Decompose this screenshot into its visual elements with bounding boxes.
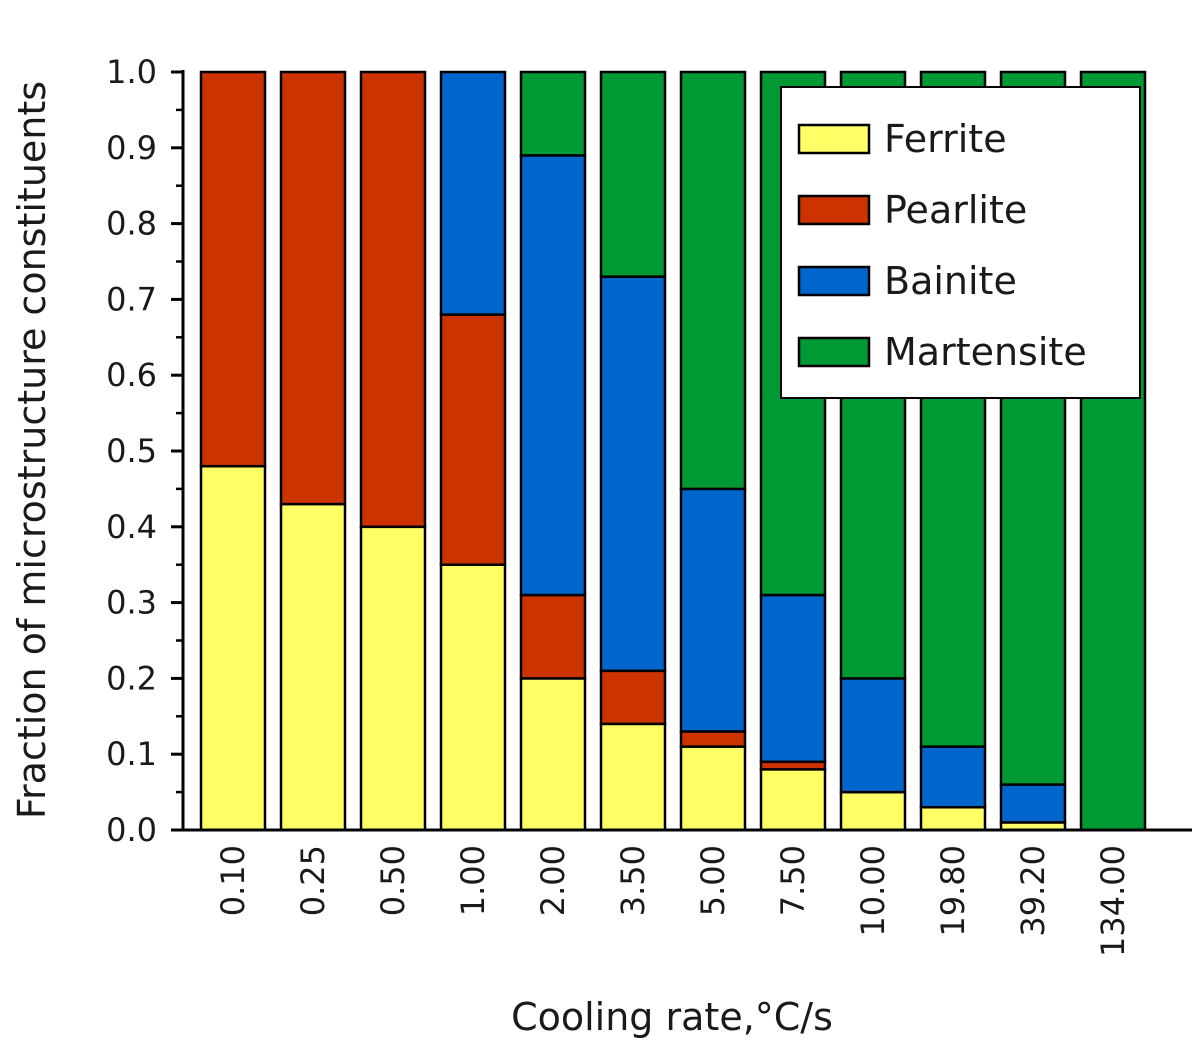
- y-tick-label: 0.6: [106, 356, 157, 394]
- x-tick-label: 1.00: [454, 845, 492, 916]
- bar-segment-bainite-5: [599, 275, 667, 673]
- legend-swatch-ferrite: [797, 123, 871, 155]
- bar-segment-ferrite-8: [839, 790, 907, 832]
- bars-layer: [199, 70, 1147, 832]
- y-tick-label: 0.4: [106, 508, 157, 546]
- bar-segment-martensite-5: [599, 70, 667, 278]
- y-tick-label: 0.8: [106, 205, 157, 243]
- bar-segment-pearlite-5: [599, 669, 667, 726]
- bar-segment-martensite-4: [519, 70, 587, 157]
- legend: Ferrite Pearlite Bainite Martensite: [780, 86, 1141, 399]
- x-tick-label: 39.20: [1014, 845, 1052, 937]
- bar-segment-ferrite-1: [279, 502, 347, 832]
- bar-segment-pearlite-0: [199, 70, 267, 468]
- y-tick-label: 0.5: [106, 432, 157, 470]
- x-tick-label: 7.50: [774, 845, 812, 916]
- y-tick-label: 0.9: [106, 129, 157, 167]
- bar-segment-pearlite-1: [279, 70, 347, 506]
- y-tick-label: 1.0: [106, 53, 157, 91]
- bar-segment-pearlite-2: [359, 70, 427, 529]
- bar-segment-ferrite-5: [599, 722, 667, 832]
- bar-segment-martensite-6: [679, 70, 747, 491]
- bar-segment-pearlite-6: [679, 730, 747, 748]
- bar-segment-bainite-3: [439, 70, 507, 316]
- x-tick-labels: 0.10 0.25 0.50 1.00 2.00 3.50 5.00 7.50 10.00 19.…: [214, 845, 1132, 957]
- bar-segment-bainite-8: [839, 677, 907, 794]
- x-tick-label: 0.10: [214, 845, 252, 916]
- bar-segment-bainite-10: [999, 783, 1067, 824]
- y-tick-label: 0.0: [106, 811, 157, 849]
- legend-label-martensite: Martensite: [884, 330, 1087, 374]
- x-tick-label: 19.80: [934, 845, 972, 937]
- y-tick-label: 0.3: [106, 584, 157, 622]
- x-tick-label: 0.50: [374, 845, 412, 916]
- legend-swatch-bainite: [797, 265, 871, 297]
- legend-label-bainite: Bainite: [884, 259, 1017, 303]
- bar-segment-ferrite-4: [519, 677, 587, 832]
- bar-segment-bainite-6: [679, 487, 747, 733]
- x-tick-label: 0.25: [294, 845, 332, 916]
- bar-segment-bainite-7: [759, 593, 827, 764]
- x-tick-label: 2.00: [534, 845, 572, 916]
- y-tick-label: 0.7: [106, 280, 157, 318]
- y-tick-label: 0.2: [106, 659, 157, 697]
- bar-segment-ferrite-9: [919, 806, 987, 832]
- bar-segment-bainite-9: [919, 745, 987, 809]
- x-tick-label: 134.00: [1094, 845, 1132, 957]
- bar-segment-ferrite-3: [439, 563, 507, 832]
- legend-swatch-pearlite: [797, 194, 871, 226]
- y-tick-label: 0.1: [106, 735, 157, 773]
- y-axis-title: Fraction of microstructure constituents: [10, 81, 54, 819]
- legend-label-pearlite: Pearlite: [884, 188, 1027, 232]
- x-tick-label: 5.00: [694, 845, 732, 916]
- bar-segment-ferrite-0: [199, 464, 267, 832]
- y-tick-labels: 0.0 0.1 0.2 0.3 0.4 0.5 0.6 0.7 0.8 0.9 1.0: [106, 53, 157, 849]
- bar-segment-pearlite-3: [439, 313, 507, 566]
- x-tick-label: 3.50: [614, 845, 652, 916]
- bar-segment-ferrite-2: [359, 525, 427, 832]
- x-axis-title: Cooling rate,°C/s: [511, 995, 833, 1039]
- bar-segment-bainite-4: [519, 154, 587, 597]
- axes-layer: [171, 70, 1192, 832]
- x-tick-label: 10.00: [854, 845, 892, 937]
- bar-segment-pearlite-4: [519, 593, 587, 680]
- legend-swatch-martensite: [797, 336, 871, 368]
- bar-segment-ferrite-7: [759, 768, 827, 832]
- bar-segment-ferrite-6: [679, 745, 747, 832]
- legend-label-ferrite: Ferrite: [884, 117, 1007, 161]
